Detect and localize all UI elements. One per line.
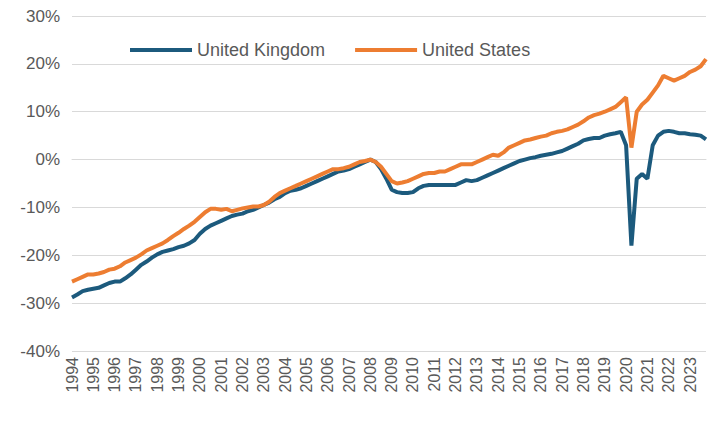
svg-text:2009: 2009 [383,357,400,393]
svg-text:2010: 2010 [404,357,421,393]
svg-text:-20%: -20% [20,246,60,265]
svg-text:2011: 2011 [426,357,443,392]
svg-text:2005: 2005 [298,357,315,393]
svg-text:2015: 2015 [511,357,528,393]
svg-text:United States: United States [422,40,530,60]
svg-text:2021: 2021 [639,357,656,393]
svg-text:2003: 2003 [255,357,272,393]
svg-text:10%: 10% [26,102,60,121]
svg-text:2001: 2001 [213,357,230,393]
svg-text:2004: 2004 [277,357,294,393]
svg-text:2006: 2006 [319,357,336,393]
svg-text:30%: 30% [26,7,60,26]
svg-text:2002: 2002 [234,357,251,393]
svg-text:2019: 2019 [596,357,613,393]
svg-text:-30%: -30% [20,294,60,313]
svg-text:2000: 2000 [191,357,208,393]
svg-text:2016: 2016 [532,357,549,393]
svg-text:2020: 2020 [618,357,635,393]
svg-text:2017: 2017 [554,357,571,393]
svg-text:2014: 2014 [490,357,507,393]
svg-text:United Kingdom: United Kingdom [197,40,325,60]
svg-text:1997: 1997 [127,357,144,393]
svg-text:1996: 1996 [106,357,123,393]
svg-text:1999: 1999 [170,357,187,393]
svg-text:1994: 1994 [64,357,81,393]
svg-text:1995: 1995 [85,357,102,393]
svg-text:20%: 20% [26,54,60,73]
svg-text:2008: 2008 [362,357,379,393]
svg-text:-10%: -10% [20,198,60,217]
svg-text:2018: 2018 [575,357,592,393]
svg-text:2012: 2012 [447,357,464,393]
svg-text:2007: 2007 [341,357,358,393]
svg-text:-40%: -40% [20,342,60,361]
svg-text:2023: 2023 [682,357,699,393]
svg-text:2022: 2022 [660,357,677,393]
svg-text:1998: 1998 [149,357,166,393]
svg-text:2013: 2013 [468,357,485,393]
svg-text:0%: 0% [35,150,60,169]
